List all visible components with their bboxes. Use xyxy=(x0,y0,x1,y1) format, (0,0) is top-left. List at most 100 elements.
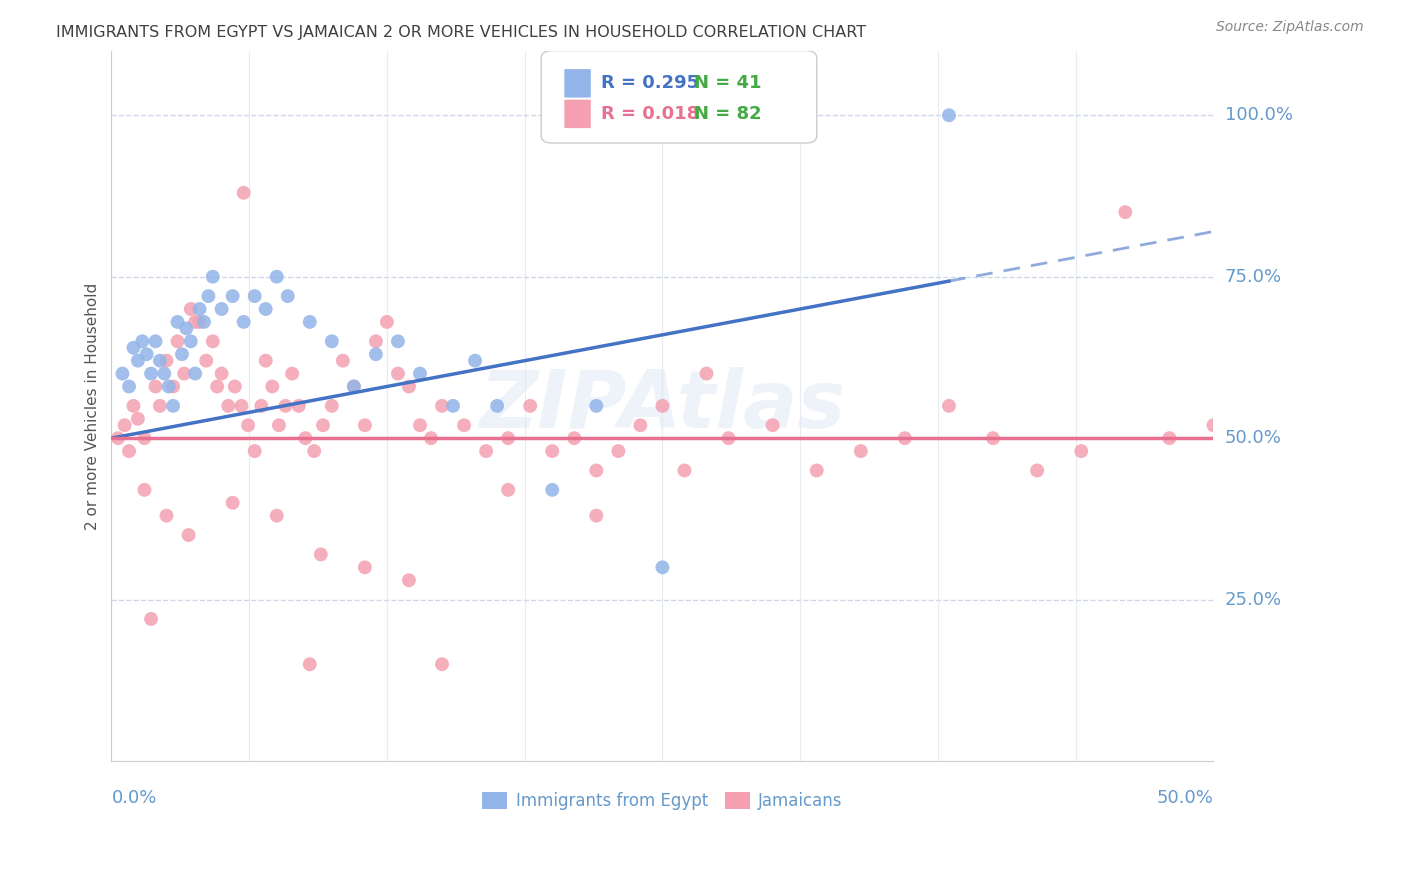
Point xyxy=(375,315,398,329)
Point xyxy=(211,301,233,316)
Point xyxy=(111,367,134,381)
Point xyxy=(541,444,564,458)
Point xyxy=(134,483,156,497)
Point xyxy=(135,347,157,361)
Point xyxy=(184,367,207,381)
Point xyxy=(309,548,332,562)
Point xyxy=(849,444,872,458)
Point xyxy=(541,483,564,497)
Point xyxy=(298,315,321,329)
Point xyxy=(166,334,188,349)
Point xyxy=(184,315,207,329)
Point xyxy=(475,444,498,458)
Point xyxy=(224,379,246,393)
Point xyxy=(211,367,233,381)
Point xyxy=(651,560,673,574)
Point xyxy=(153,367,176,381)
Point xyxy=(519,399,541,413)
Point xyxy=(321,399,343,413)
Point xyxy=(149,399,172,413)
Point xyxy=(231,399,253,413)
Point xyxy=(302,444,325,458)
Point xyxy=(205,379,228,393)
Point xyxy=(139,367,162,381)
Point xyxy=(201,334,224,349)
Point xyxy=(188,301,211,316)
Text: 0.0%: 0.0% xyxy=(111,789,157,806)
Point xyxy=(1026,463,1049,477)
Point xyxy=(321,334,343,349)
Point xyxy=(696,367,718,381)
Point xyxy=(430,399,453,413)
Point xyxy=(155,353,177,368)
Point xyxy=(188,315,211,329)
Point xyxy=(217,399,239,413)
Point xyxy=(312,418,335,433)
Point xyxy=(145,379,167,393)
Point xyxy=(134,431,156,445)
Text: N = 82: N = 82 xyxy=(695,105,762,123)
FancyBboxPatch shape xyxy=(564,100,591,128)
Point xyxy=(254,301,277,316)
Y-axis label: 2 or more Vehicles in Household: 2 or more Vehicles in Household xyxy=(86,282,100,530)
Point xyxy=(398,379,420,393)
Legend: Immigrants from Egypt, Jamaicans: Immigrants from Egypt, Jamaicans xyxy=(475,785,849,817)
Point xyxy=(354,418,377,433)
Text: 50.0%: 50.0% xyxy=(1157,789,1213,806)
Point xyxy=(343,379,366,393)
Point xyxy=(274,399,297,413)
Point xyxy=(981,431,1004,445)
Point xyxy=(221,289,243,303)
Point xyxy=(585,508,607,523)
Point xyxy=(287,399,309,413)
Point xyxy=(1159,431,1181,445)
Text: IMMIGRANTS FROM EGYPT VS JAMAICAN 2 OR MORE VEHICLES IN HOUSEHOLD CORRELATION CH: IMMIGRANTS FROM EGYPT VS JAMAICAN 2 OR M… xyxy=(56,25,866,40)
Point xyxy=(127,353,149,368)
Point xyxy=(420,431,443,445)
Point xyxy=(1070,444,1092,458)
Point xyxy=(409,418,432,433)
Point xyxy=(250,399,273,413)
Point xyxy=(232,186,254,200)
Point xyxy=(114,418,136,433)
Point xyxy=(806,463,828,477)
Point xyxy=(149,353,172,368)
Point xyxy=(170,347,193,361)
Point xyxy=(441,399,464,413)
Point xyxy=(453,418,475,433)
Point xyxy=(176,321,198,335)
Text: R = 0.295: R = 0.295 xyxy=(600,74,699,93)
Point xyxy=(717,431,740,445)
Point xyxy=(267,418,290,433)
Point xyxy=(195,353,218,368)
Point xyxy=(155,508,177,523)
Point xyxy=(562,431,585,445)
Point xyxy=(938,399,960,413)
Point xyxy=(118,379,141,393)
Point xyxy=(145,334,167,349)
Point xyxy=(281,367,304,381)
Point xyxy=(1114,205,1136,219)
Point xyxy=(173,367,195,381)
Point xyxy=(180,334,202,349)
Point xyxy=(496,431,519,445)
Point xyxy=(430,657,453,672)
FancyBboxPatch shape xyxy=(564,70,591,97)
Point xyxy=(236,418,259,433)
Text: Source: ZipAtlas.com: Source: ZipAtlas.com xyxy=(1216,20,1364,34)
Point xyxy=(201,269,224,284)
Text: 25.0%: 25.0% xyxy=(1225,591,1282,608)
Point xyxy=(585,463,607,477)
Point xyxy=(122,341,145,355)
Text: N = 41: N = 41 xyxy=(695,74,762,93)
Point xyxy=(262,379,284,393)
Point xyxy=(157,379,180,393)
Point xyxy=(166,315,188,329)
Point xyxy=(254,353,277,368)
Point xyxy=(107,431,129,445)
Point xyxy=(762,418,785,433)
Text: 50.0%: 50.0% xyxy=(1225,429,1281,447)
Text: 75.0%: 75.0% xyxy=(1225,268,1282,285)
Point xyxy=(387,367,409,381)
Point xyxy=(298,657,321,672)
